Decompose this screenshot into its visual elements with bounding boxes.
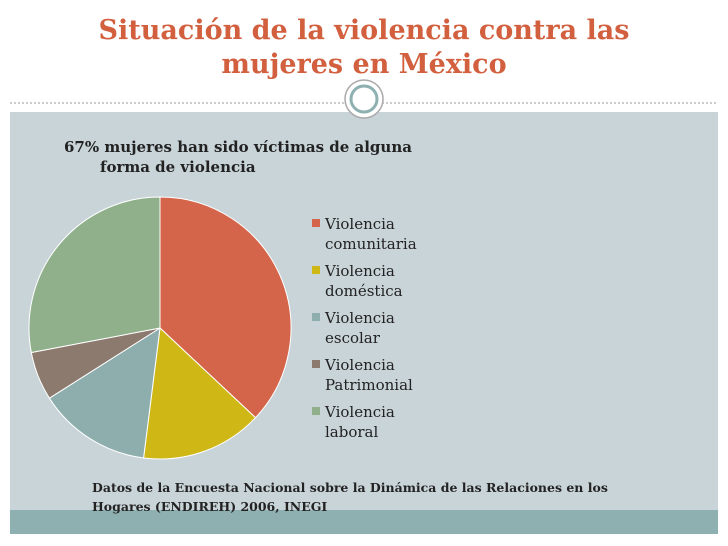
legend-swatch bbox=[312, 266, 320, 274]
legend-label-line: doméstica bbox=[325, 282, 403, 300]
legend-swatch bbox=[312, 313, 320, 321]
legend-label: Violencia Patrimonial bbox=[324, 356, 413, 394]
legend-label-line: Violencia bbox=[324, 356, 395, 374]
legend-label-line: Violencia bbox=[324, 403, 395, 421]
legend-swatch bbox=[312, 407, 320, 415]
legend-label-line: Violencia bbox=[324, 262, 395, 280]
legend-label-line: comunitaria bbox=[325, 235, 417, 253]
legend-label: Violencia escolar bbox=[324, 309, 395, 347]
footer-strip bbox=[10, 510, 718, 534]
source-note: Datos de la Encuesta Nacional sobre la D… bbox=[92, 480, 608, 514]
legend-label-line: Violencia bbox=[324, 215, 395, 233]
divider-ornament-inner bbox=[349, 84, 379, 114]
legend-label-line: escolar bbox=[325, 329, 381, 347]
chart-title: 67% mujeres han sido víctimas de alguna … bbox=[64, 138, 412, 176]
legend-label-line: Violencia bbox=[324, 309, 395, 327]
legend-label: Violencia doméstica bbox=[324, 262, 403, 300]
legend-swatch bbox=[312, 360, 320, 368]
pie-slice bbox=[28, 196, 161, 354]
legend-swatch bbox=[312, 219, 320, 227]
legend-label-line: Patrimonial bbox=[325, 376, 413, 394]
legend-label: Violencia laboral bbox=[324, 403, 395, 441]
legend-label-line: laboral bbox=[325, 423, 378, 441]
pie-slice bbox=[143, 326, 257, 460]
pie-slice bbox=[48, 327, 161, 459]
legend-label: Violencia comunitaria bbox=[324, 215, 417, 253]
slide-title: Situación de la violencia contra las muj… bbox=[98, 15, 630, 80]
pie-slice bbox=[159, 196, 292, 419]
